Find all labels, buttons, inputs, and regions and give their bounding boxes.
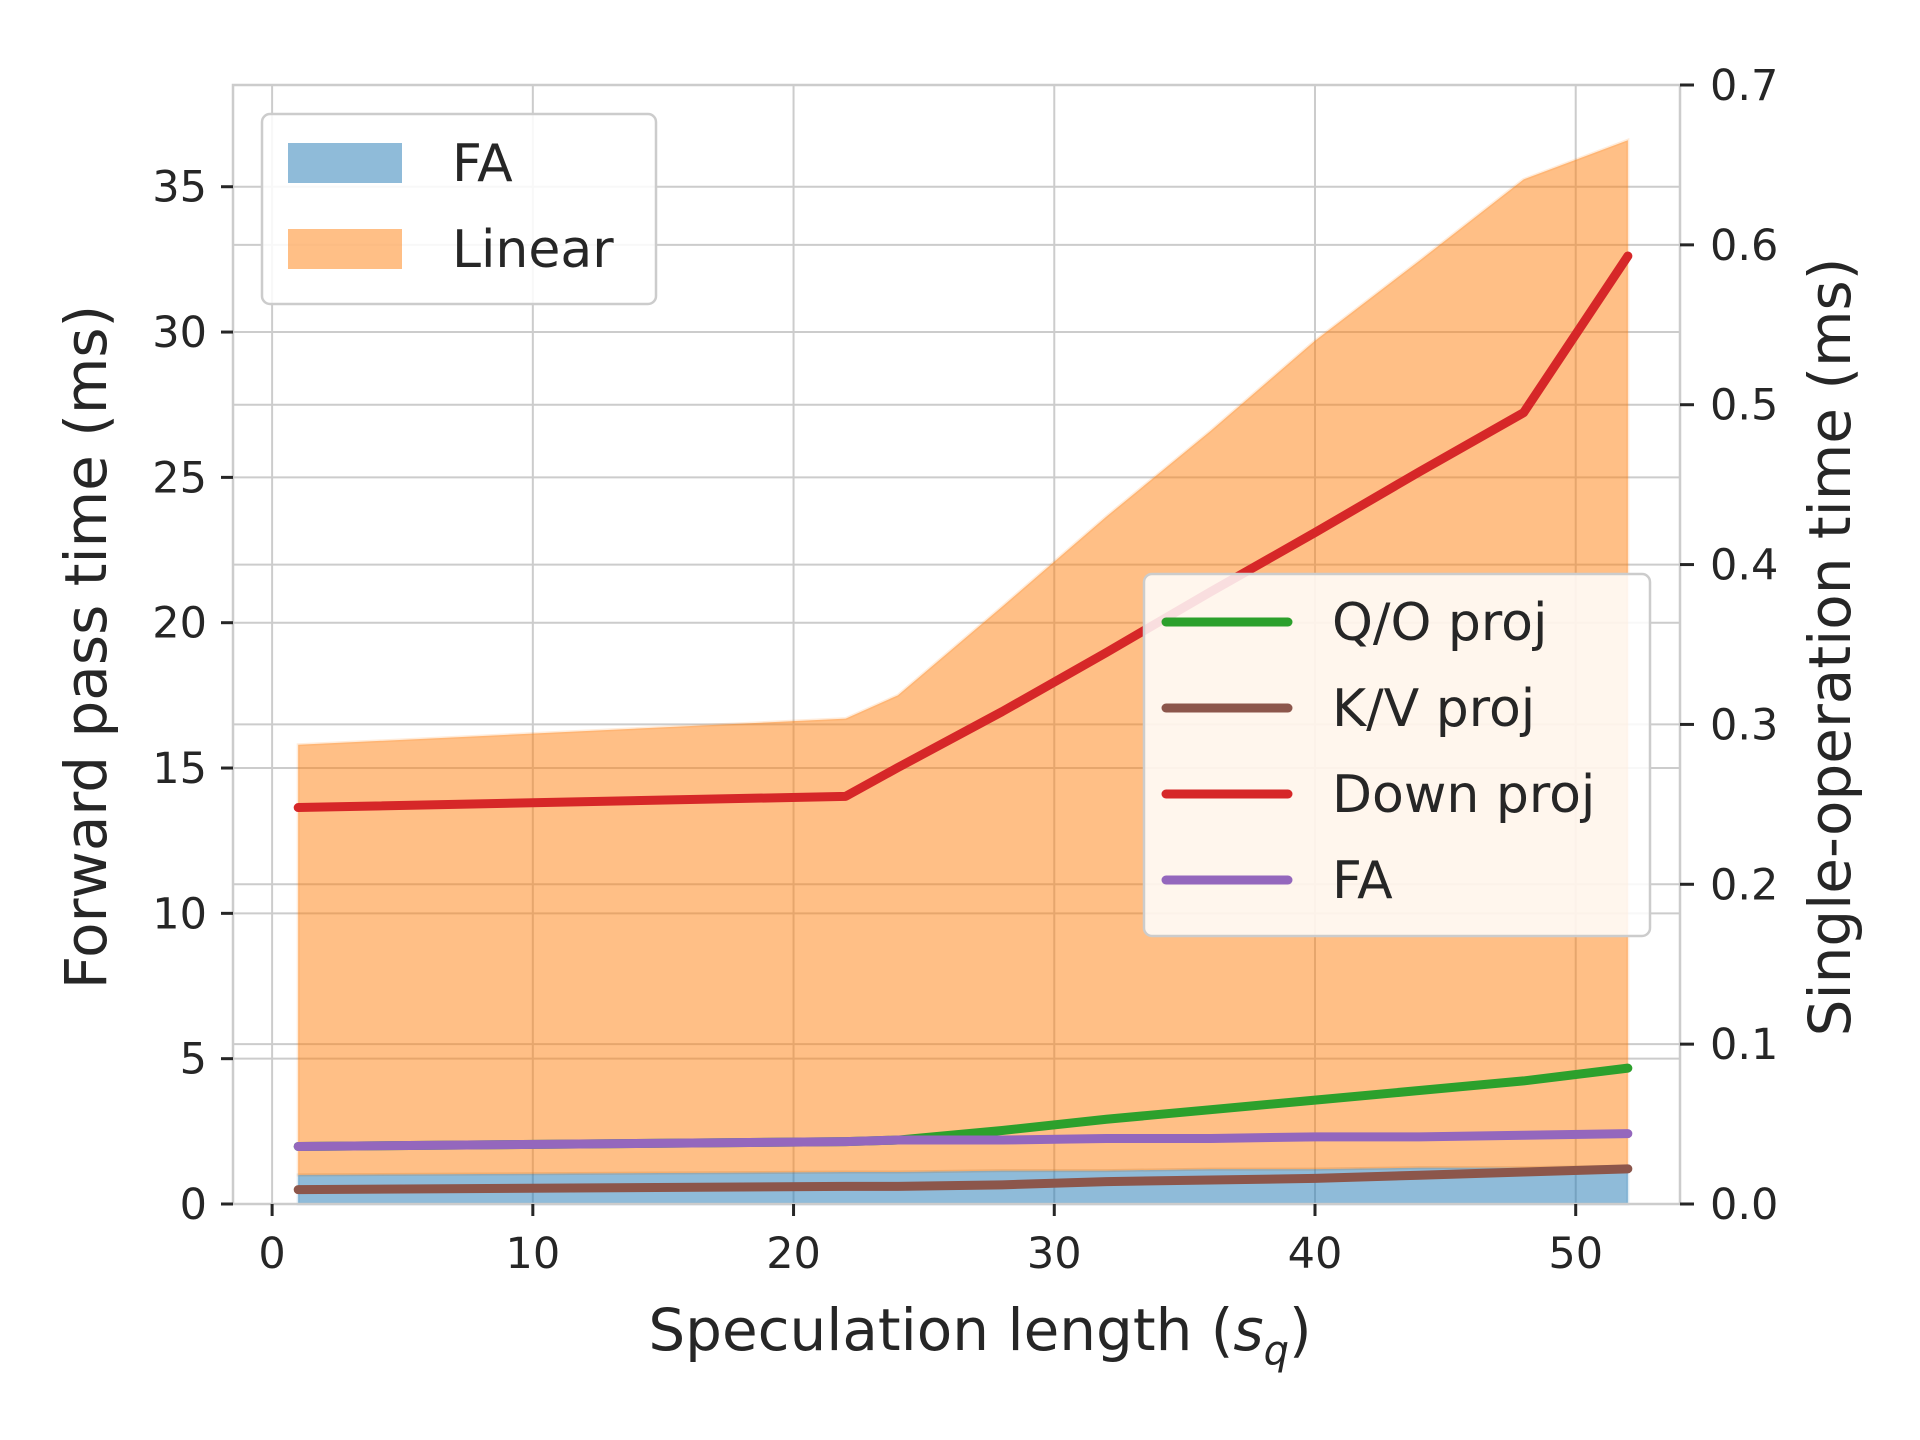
legend-lines: Q/O proj K/V proj Down proj FA (1142, 572, 1652, 938)
legend-area-swatch (288, 229, 402, 269)
y-tick-label: 10 (152, 889, 207, 939)
plot-frame (231, 83, 1682, 1206)
x-tick-label: 50 (1548, 1229, 1603, 1279)
y-axis-left-ticks: 0 5 10 15 20 25 30 35 (152, 163, 233, 1230)
y-right-tick-label: 0.1 (1710, 1020, 1778, 1070)
y-tick-label: 5 (180, 1035, 207, 1085)
y-right-tick-label: 0.7 (1710, 61, 1778, 111)
y-right-tick-label: 0.5 (1710, 381, 1778, 431)
y-right-tick-label: 0.2 (1710, 860, 1778, 910)
x-axis-label: Speculation length (sq) (648, 1296, 1311, 1374)
line-k-v-proj (293, 1164, 1633, 1195)
x-tick-label: 20 (766, 1229, 821, 1279)
legend-line-label: FA (1332, 851, 1393, 911)
y-axis-right-ticks: 0.0 0.1 0.2 0.3 0.4 0.5 0.6 0.7 (1680, 61, 1778, 1230)
y-axis-right-label: Single-operation time (ms) (1796, 258, 1864, 1037)
y-tick-label: 15 (152, 744, 207, 794)
legend-lines-frame (1142, 572, 1652, 938)
y-axis-left-label: Forward pass time (ms) (52, 305, 120, 989)
x-tick-label: 40 (1288, 1229, 1343, 1279)
legend-area-label: Linear (452, 220, 614, 280)
x-tick-label: 30 (1027, 1229, 1082, 1279)
y-tick-label: 35 (152, 163, 207, 213)
legend-area-label: FA (452, 134, 513, 194)
y-right-tick-label: 0.4 (1710, 541, 1778, 591)
y-tick-label: 20 (152, 599, 207, 649)
y-right-tick-label: 0.0 (1710, 1180, 1778, 1230)
legend-line-label: Q/O proj (1332, 593, 1547, 653)
y-tick-label: 25 (152, 453, 207, 503)
legend-line-label: K/V proj (1332, 679, 1535, 739)
legend-areas: FA Linear (260, 112, 658, 306)
y-tick-label: 0 (180, 1180, 207, 1230)
y-right-tick-label: 0.6 (1710, 221, 1778, 271)
legend-line-label: Down proj (1332, 765, 1595, 825)
y-right-tick-label: 0.3 (1710, 700, 1778, 750)
x-axis-ticks: 0 10 20 30 40 50 (258, 1204, 1603, 1279)
y-tick-label: 30 (152, 308, 207, 358)
x-tick-label: 10 (505, 1229, 560, 1279)
plot-border (231, 83, 1682, 1206)
x-tick-label: 0 (258, 1229, 285, 1279)
line-fa (293, 1129, 1633, 1151)
legend-area-swatch (288, 143, 402, 183)
